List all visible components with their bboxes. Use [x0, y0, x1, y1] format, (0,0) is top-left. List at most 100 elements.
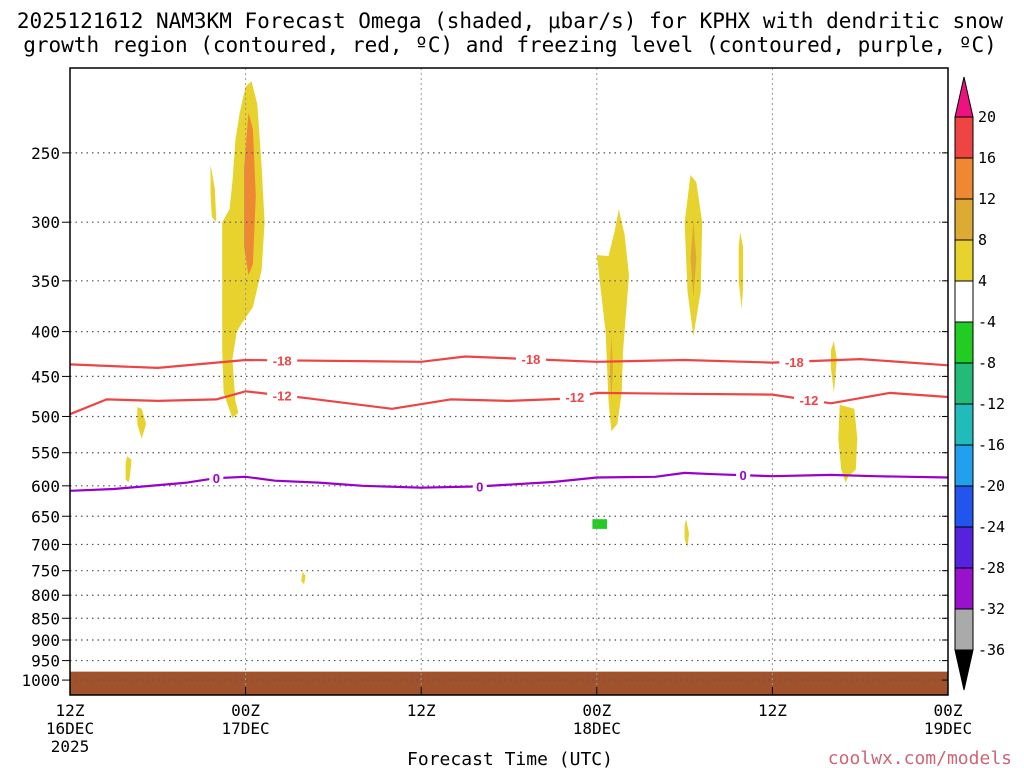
x-tick-label-60-2: 19DEC	[924, 719, 972, 738]
omega-region-13	[684, 519, 689, 548]
omega-shading	[125, 81, 858, 585]
chart-title-line2: growth region (contoured, red, ºC) and f…	[23, 33, 997, 57]
colorbar: 20 16 12 8 4 -4 -8 -12 -16 -20 -24 -28 -32 -36	[954, 76, 1005, 691]
contour-label-bg-2-2	[736, 468, 751, 483]
colorbar-label-10: -24	[978, 518, 1005, 536]
colorbar-segment-4	[954, 280, 974, 323]
ground-fill	[70, 671, 948, 695]
y-tick-label-350: 350	[31, 272, 60, 291]
omega-region-11	[830, 341, 837, 393]
x-tick-label-0-3: 2025	[51, 737, 90, 756]
contour-label-2-2: 0	[740, 468, 747, 483]
chart-title-line1: 2025121612 NAM3KM Forecast Omega (shaded…	[17, 9, 1004, 33]
y-tick-label-300: 300	[31, 213, 60, 232]
contour-label-1-1: -12	[565, 390, 584, 405]
colorbar-segment-7	[954, 403, 974, 446]
colorbar-label-2: 12	[978, 190, 996, 208]
colorbar-segment-5	[954, 321, 974, 364]
contour-label-bg-0-1	[515, 352, 546, 367]
contour-label-1-2: -12	[800, 393, 819, 408]
colorbar-label-1: 16	[978, 149, 996, 167]
contour-label-0-0: -18	[273, 353, 292, 368]
contour-label-bg-1-1	[559, 390, 590, 405]
colorbar-segment-6	[954, 362, 974, 405]
omega-region-7	[610, 336, 613, 401]
grid-lines	[70, 68, 948, 695]
contour-label-0-2: -18	[785, 355, 804, 370]
contour-label-1-0: -12	[273, 388, 292, 403]
y-tick-label-400: 400	[31, 323, 60, 342]
x-tick-label-24-1: 12Z	[407, 701, 436, 720]
y-tick-label-550: 550	[31, 444, 60, 463]
x-tick-label-60-1: 00Z	[934, 701, 963, 720]
y-tick-label-700: 700	[31, 535, 60, 554]
colorbar-top-triangle	[954, 76, 974, 118]
colorbar-label-4: 4	[978, 272, 987, 290]
y-tick-label-250: 250	[31, 144, 60, 163]
y-tick-label-750: 750	[31, 562, 60, 581]
contour-line-2	[69, 471, 949, 492]
x-axis-label: Forecast Time (UTC)	[407, 749, 613, 768]
contour-label-bg-1-0	[267, 388, 298, 403]
colorbar-segment-9	[954, 485, 974, 528]
omega-region-6	[596, 209, 629, 432]
colorbar-label-6: -8	[978, 354, 996, 372]
credit-text: coolwx.com/models	[828, 748, 1012, 768]
contour-label-bg-0-2	[779, 354, 810, 369]
omega-region-1	[222, 81, 265, 418]
omega-region-3	[137, 407, 147, 439]
y-tick-label-450: 450	[31, 367, 60, 386]
contour-label-2-0: 0	[213, 471, 220, 486]
contour-label-2-1: 0	[476, 479, 483, 494]
colorbar-segment-8	[954, 444, 974, 487]
colorbar-label-9: -20	[978, 477, 1005, 495]
colorbar-label-3: 8	[978, 231, 987, 249]
contour-lines: -18 -18 -18 -12 -12 -12 0 0 0	[69, 352, 949, 494]
colorbar-label-8: -16	[978, 436, 1005, 454]
omega-region-14	[592, 519, 607, 529]
ground-layer	[70, 671, 948, 695]
colorbar-label-5: -4	[978, 313, 996, 331]
colorbar-label-0: 20	[978, 108, 996, 126]
x-tick-label-36-2: 18DEC	[573, 719, 621, 738]
colorbar-segment-2	[954, 198, 974, 241]
plot-frame	[69, 67, 949, 696]
colorbar-label-12: -32	[978, 600, 1005, 618]
y-tick-label-600: 600	[31, 477, 60, 496]
colorbar-label-13: -36	[978, 641, 1005, 659]
y-tick-label-1000: 1000	[21, 671, 60, 690]
y-tick-label-950: 950	[31, 652, 60, 671]
colorbar-segment-11	[954, 567, 974, 610]
omega-region-5	[301, 571, 306, 585]
contour-label-bg-0-0	[267, 353, 298, 368]
colorbar-segment-0	[954, 116, 974, 159]
colorbar-segment-12	[954, 608, 974, 651]
colorbar-bottom-triangle	[954, 649, 974, 691]
colorbar-label-11: -28	[978, 559, 1005, 577]
x-tick-label-0-1: 12Z	[56, 701, 85, 720]
colorbar-label-7: -12	[978, 395, 1005, 413]
contour-line-0	[69, 355, 949, 369]
x-tick-label-48-1: 12Z	[758, 701, 787, 720]
omega-region-12	[838, 404, 858, 483]
colorbar-segment-10	[954, 526, 974, 569]
y-tick-label-900: 900	[31, 631, 60, 650]
colorbar-segment-3	[954, 239, 974, 282]
y-axis: 250 300 350 400 450 500 550 600 650 700 750 800 850 9…	[21, 144, 948, 690]
omega-region-0	[210, 164, 217, 223]
y-tick-label-850: 850	[31, 609, 60, 628]
contour-label-bg-1-2	[793, 393, 824, 408]
omega-region-9	[690, 222, 697, 297]
contour-label-0-1: -18	[522, 352, 541, 367]
x-tick-label-12-1: 00Z	[231, 701, 260, 720]
omega-region-4	[125, 456, 132, 483]
y-tick-label-800: 800	[31, 586, 60, 605]
omega-region-10	[738, 232, 744, 310]
contour-label-bg-2-0	[209, 471, 224, 486]
y-tick-label-500: 500	[31, 407, 60, 426]
y-tick-label-650: 650	[31, 507, 60, 526]
x-tick-label-36-1: 00Z	[582, 701, 611, 720]
contour-label-bg-2-1	[472, 479, 487, 494]
